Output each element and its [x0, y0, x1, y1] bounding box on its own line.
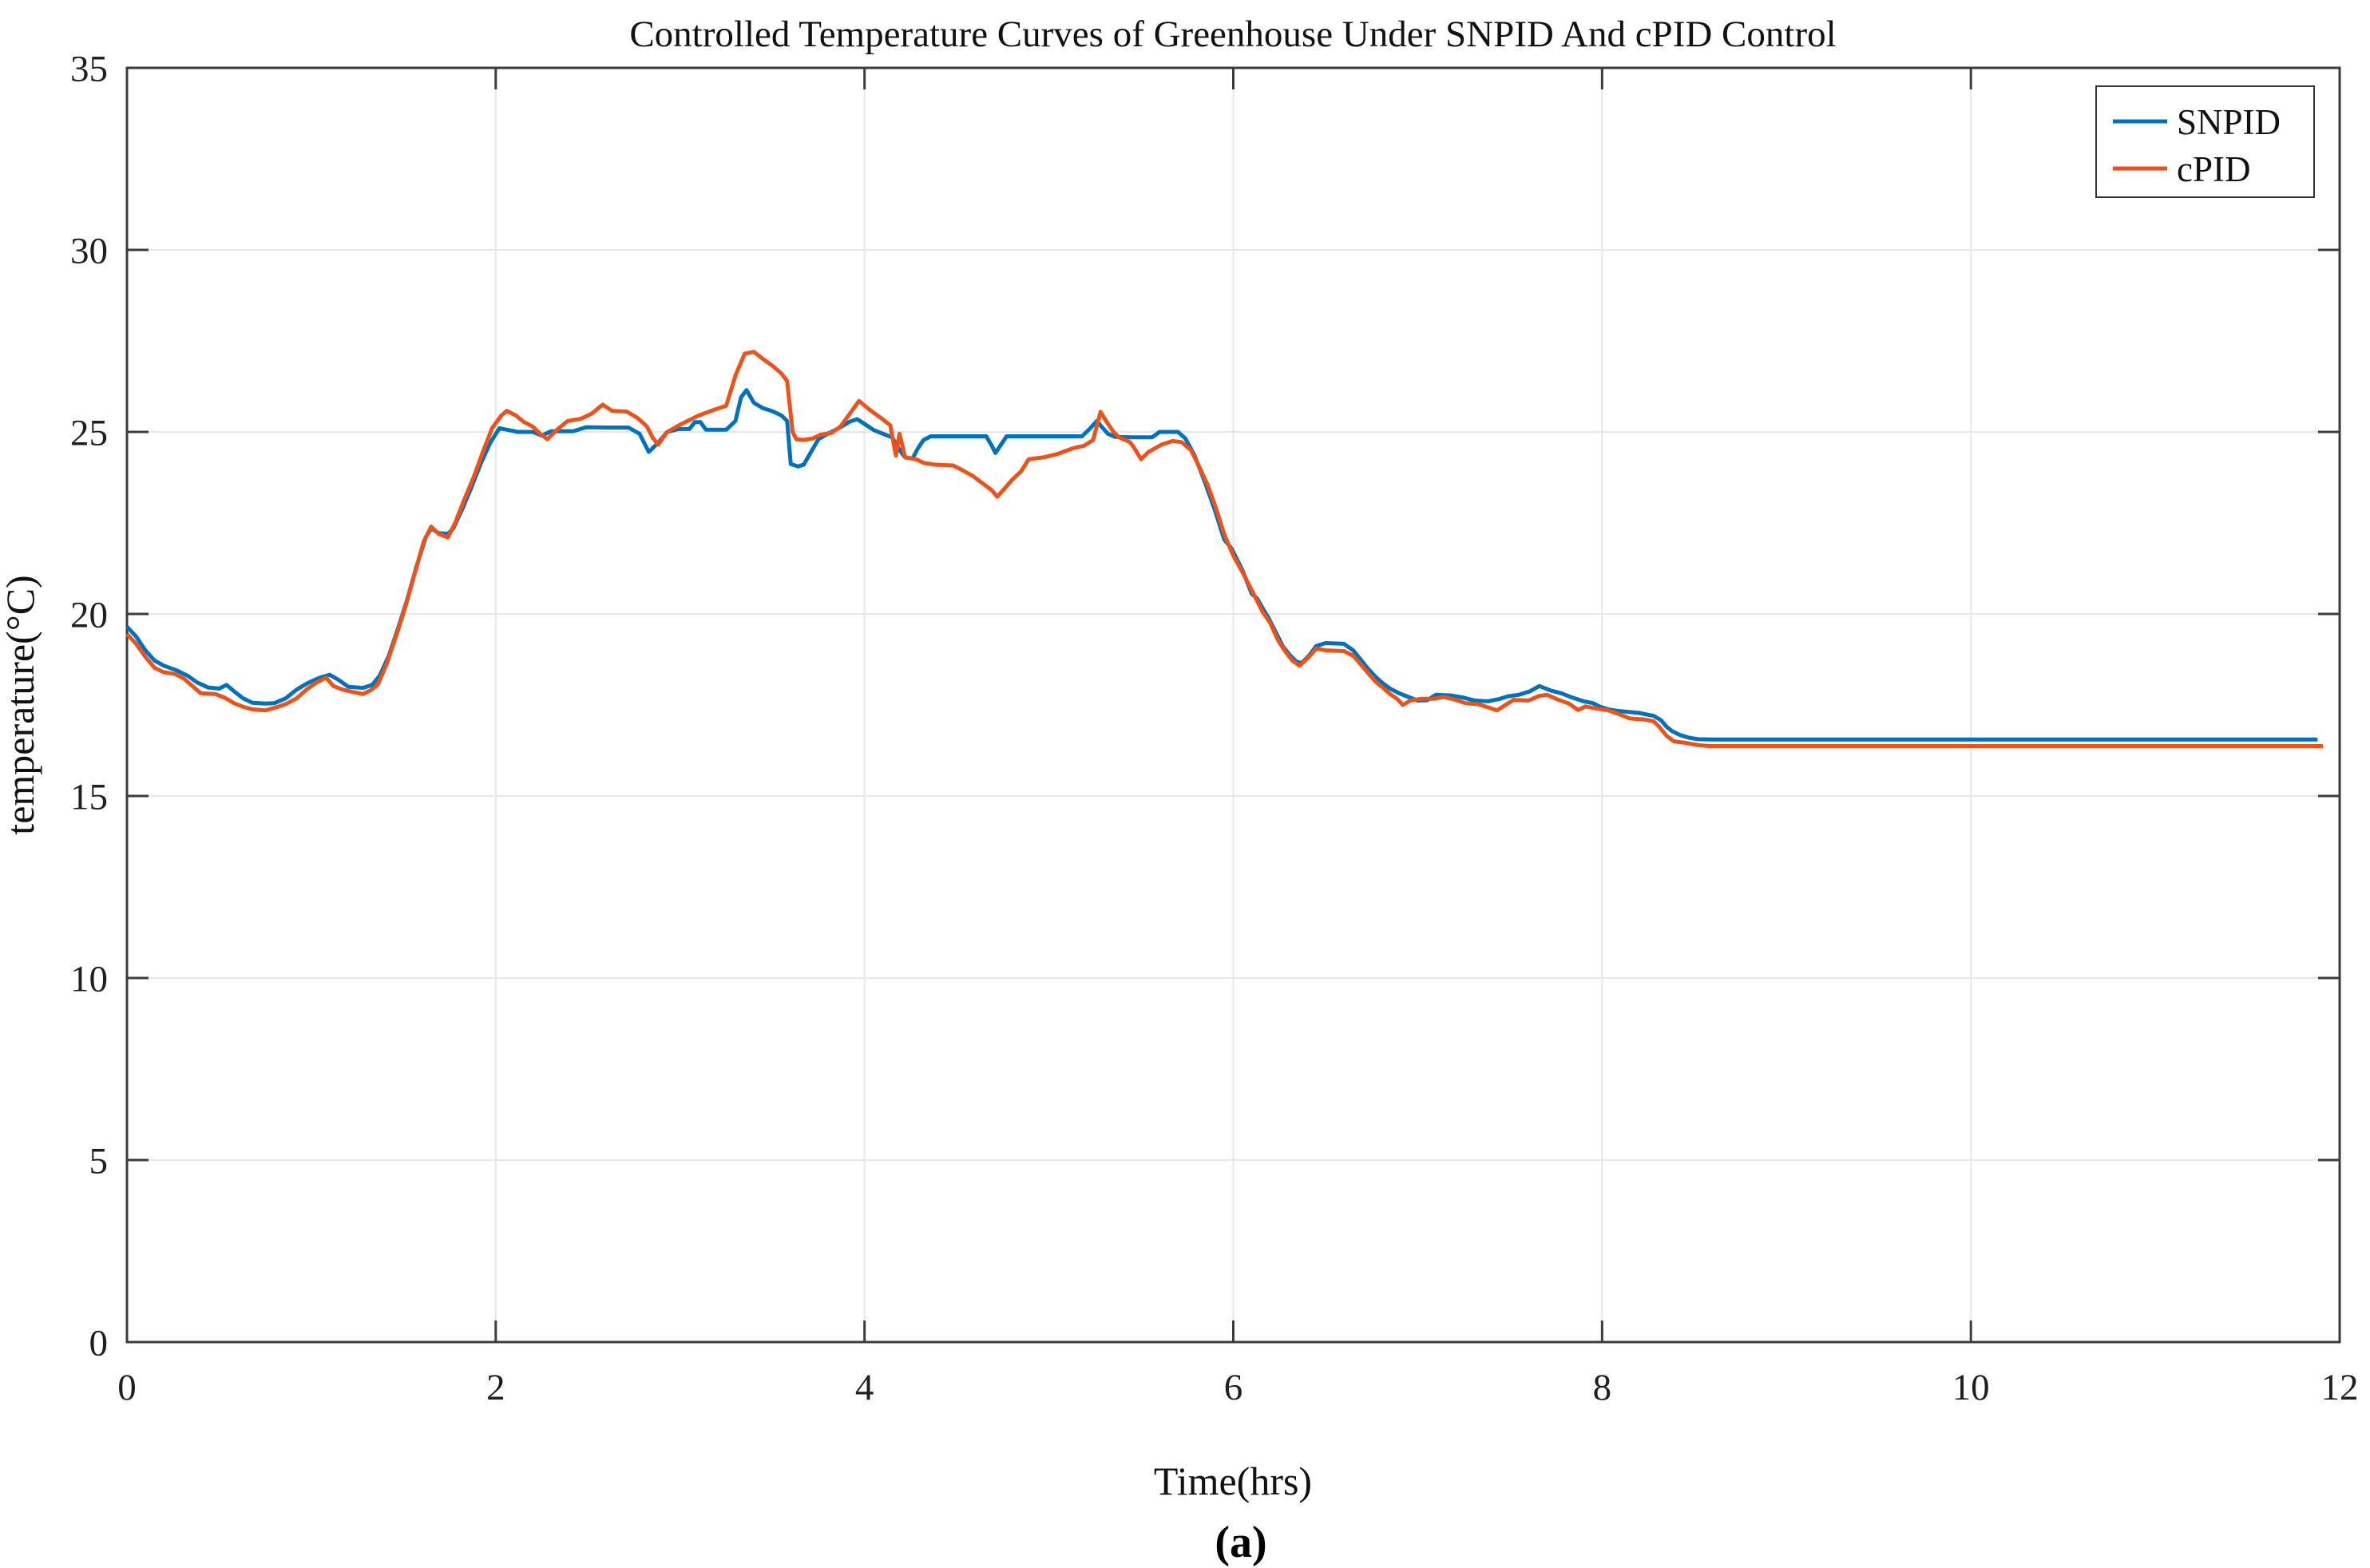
y-tick-label: 25: [70, 412, 108, 453]
y-tick-label: 10: [70, 958, 108, 1000]
x-tick-label: 4: [855, 1367, 874, 1408]
x-tick-label: 8: [1593, 1367, 1612, 1408]
legend: SNPID cPID: [2095, 85, 2315, 198]
y-tick-label: 30: [70, 230, 108, 271]
y-tick-label: 5: [89, 1140, 109, 1182]
x-tick-label: 10: [1952, 1367, 1990, 1408]
y-tick-label: 20: [70, 594, 108, 636]
data-series: [125, 350, 2324, 748]
x-tick-label: 0: [117, 1367, 137, 1408]
x-tick-label: 6: [1224, 1367, 1243, 1408]
x-axis-label: Time(hrs): [1154, 1459, 1312, 1503]
legend-label-SNPID: SNPID: [2177, 102, 2281, 142]
tick-labels: 0 2 4 6 8 10 12 0 5 10 15 20 25 30 35: [70, 48, 2359, 1408]
legend-box: [2095, 85, 2315, 198]
series-line-SNPID: [125, 388, 2318, 742]
chart-title: Controlled Temperature Curves of Greenho…: [629, 14, 1836, 55]
x-tick-label: 12: [2321, 1367, 2359, 1408]
grid-lines: [127, 68, 2340, 1342]
y-tick-label: 0: [89, 1322, 109, 1364]
series-line-cPID: [125, 350, 2324, 748]
plot-border: [125, 66, 2341, 1344]
y-tick-label: 15: [70, 776, 108, 818]
x-tick-label: 2: [486, 1367, 505, 1408]
y-tick-label: 35: [70, 48, 108, 89]
legend-label-cPID: cPID: [2177, 149, 2250, 189]
y-axis-label: temperature(°C): [0, 575, 42, 834]
subfigure-caption: (a): [1215, 1518, 1266, 1567]
